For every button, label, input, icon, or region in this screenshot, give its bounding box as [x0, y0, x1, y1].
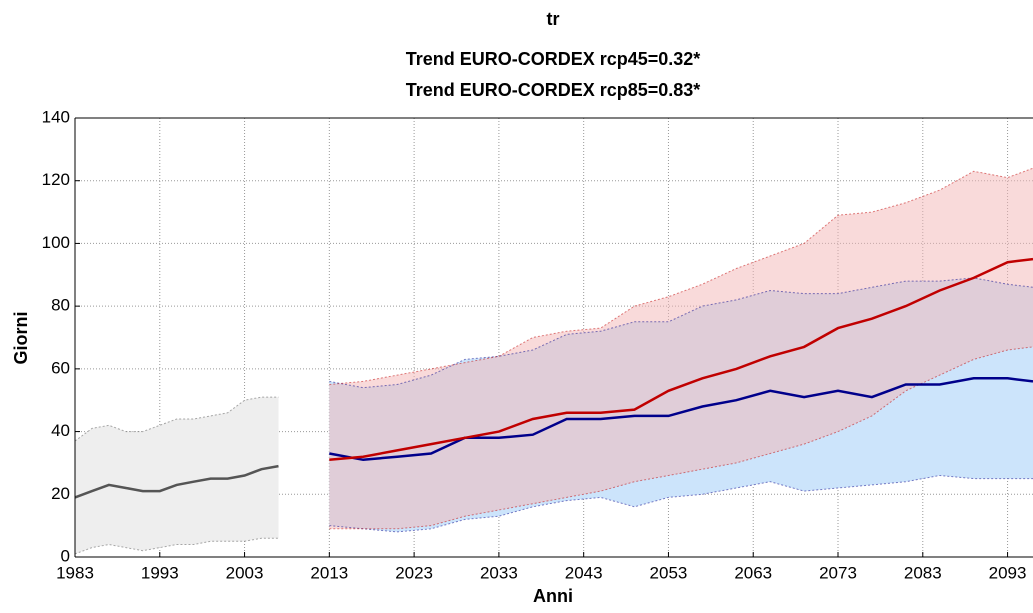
x-tick-label: 2073 — [819, 563, 857, 582]
uncertainty-band — [75, 397, 279, 554]
x-tick-label: 1993 — [141, 563, 179, 582]
x-tick-label: 1983 — [56, 563, 94, 582]
x-tick-label: 2023 — [395, 563, 433, 582]
chart-subtitle: Trend EURO-CORDEX rcp85=0.83* — [406, 80, 701, 100]
y-tick-label: 0 — [61, 546, 70, 565]
series-line — [74, 464, 279, 499]
series-line — [329, 257, 1033, 462]
x-axis-label: Anni — [533, 586, 573, 606]
y-tick-label: 60 — [51, 358, 70, 377]
chart-title: tr — [547, 9, 560, 29]
y-tick-label: 20 — [51, 484, 70, 503]
y-tick-label: 80 — [51, 296, 70, 315]
x-tick-label: 2033 — [480, 563, 518, 582]
x-tick-label: 2093 — [989, 563, 1027, 582]
y-tick-label: 100 — [42, 233, 70, 252]
x-tick-label: 2013 — [310, 563, 348, 582]
band-edge — [74, 537, 279, 555]
y-tick-label: 40 — [51, 421, 70, 440]
band-edge — [329, 277, 1033, 389]
band-edge — [74, 396, 279, 442]
y-tick-label: 140 — [42, 107, 70, 126]
uncertainty-band — [329, 168, 1033, 529]
chart-subtitle: Trend EURO-CORDEX rcp45=0.32* — [406, 49, 701, 69]
x-tick-label: 2053 — [650, 563, 688, 582]
series-line — [329, 377, 1033, 462]
x-tick-label: 2043 — [565, 563, 603, 582]
x-tick-label: 2083 — [904, 563, 942, 582]
y-tick-label: 120 — [42, 170, 70, 189]
y-axis-label: Giorni — [11, 312, 31, 365]
band-edge — [329, 167, 1033, 385]
x-tick-label: 2063 — [734, 563, 772, 582]
x-tick-label: 2003 — [226, 563, 264, 582]
